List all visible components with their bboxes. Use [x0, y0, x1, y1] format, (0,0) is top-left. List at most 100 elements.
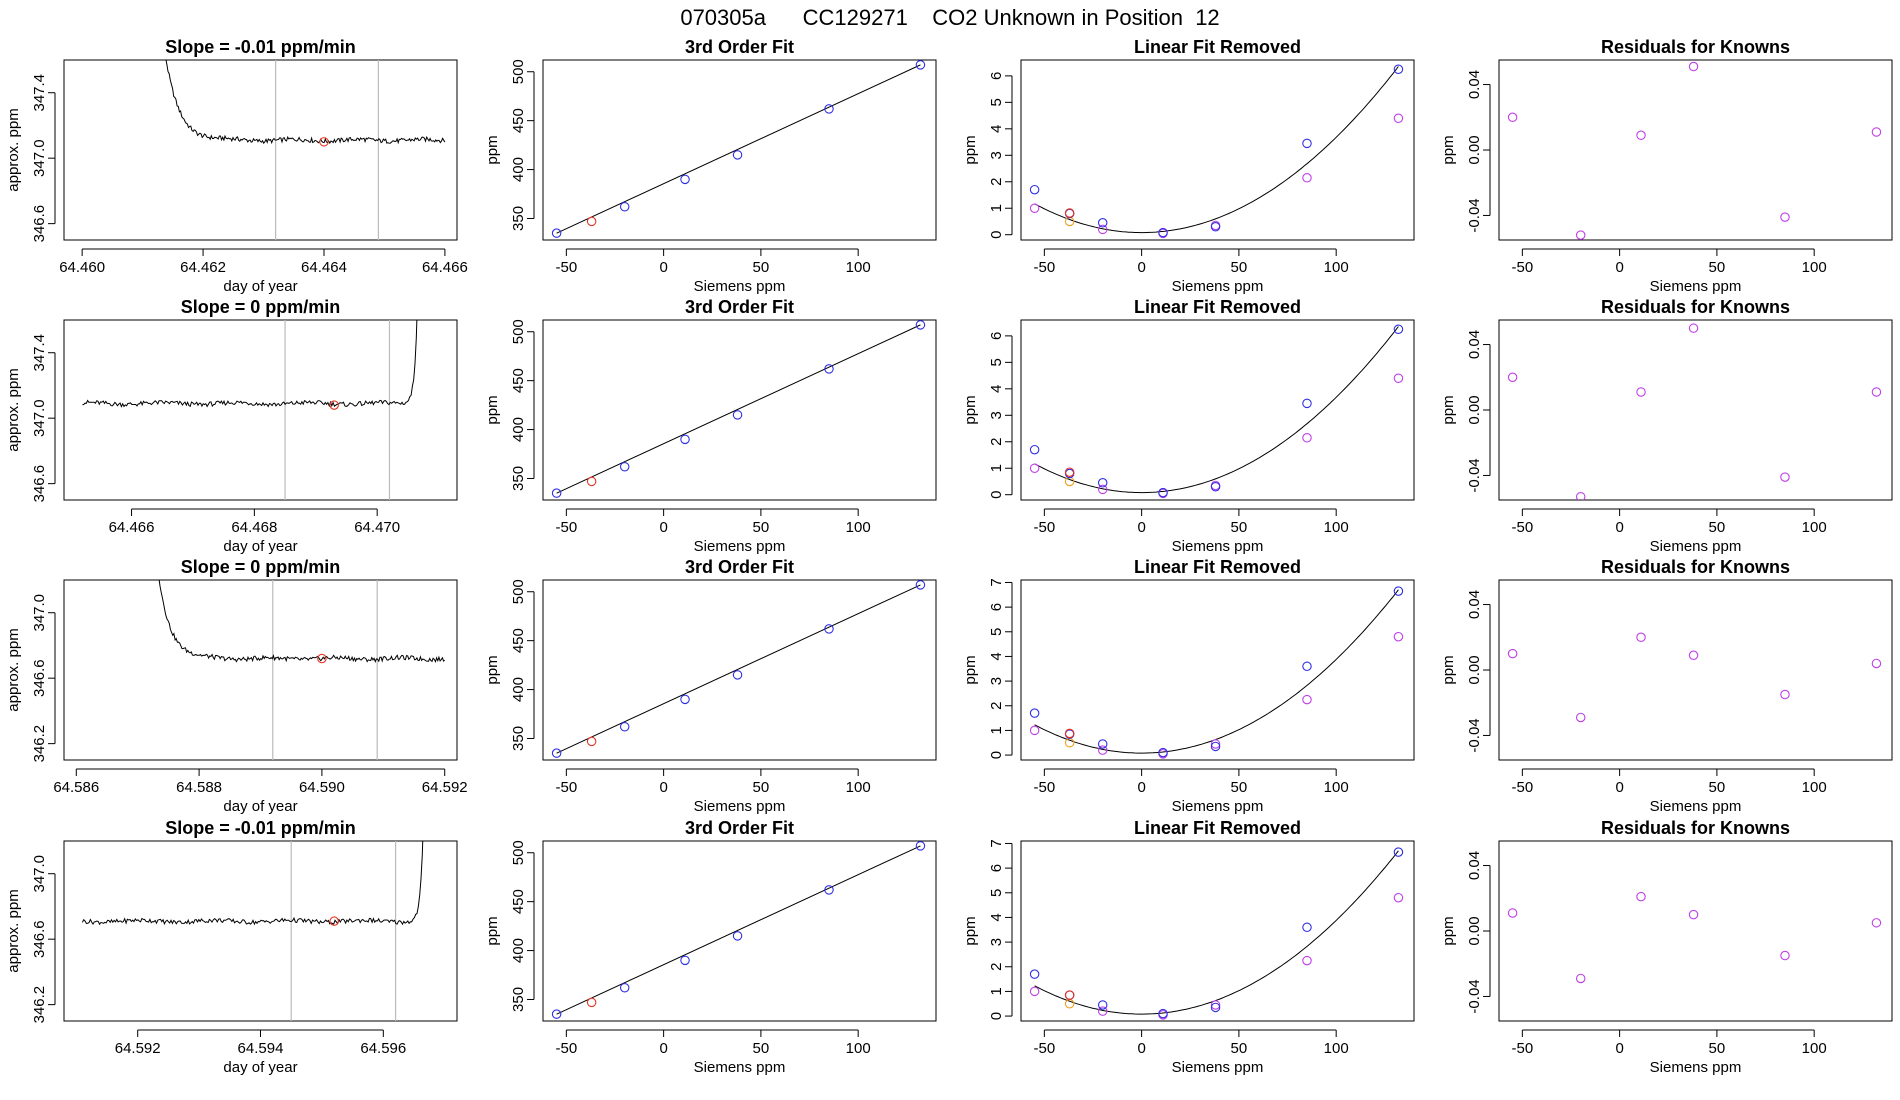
panel-title: Slope = 0 ppm/min — [181, 557, 341, 577]
y-axis-title: ppm — [484, 916, 501, 945]
x-tick-label: -50 — [1034, 1040, 1056, 1057]
x-axis-title: Siemens ppm — [1650, 278, 1742, 295]
x-tick-label: 64.592 — [115, 1040, 161, 1057]
raw-point — [1097, 1006, 1108, 1016]
panel-r3-c3: Residuals for Knowns -50 0 50 100 Siemens ppm… — [1440, 818, 1893, 1076]
y-axis-title: ppm — [1440, 655, 1457, 684]
known-point — [619, 461, 630, 472]
y-axis: 346.2 346.6 347.0 — [31, 594, 56, 762]
y-tick-label: 400 — [510, 157, 527, 182]
raw-point — [1029, 725, 1040, 736]
x-axis: 64.586 64.588 64.590 64.592 — [53, 768, 468, 796]
panel-title: 3rd Order Fit — [685, 297, 794, 317]
y-axis: 0 1 2 3 4 5 6 7 — [988, 839, 1013, 1020]
x-tick-label: 64.586 — [53, 779, 99, 796]
x-axis: -50 0 50 100 — [556, 1029, 871, 1057]
residual-point — [1507, 908, 1518, 918]
x-axis: -50 0 50 100 — [1512, 768, 1827, 796]
x-tick-label: 100 — [1802, 779, 1827, 796]
y-tick-label: 0.00 — [1466, 655, 1483, 684]
y-tick-label: 350 — [510, 466, 527, 491]
panel-r2-c0: Slope = 0 ppm/min 64.586 64.588 64.590 64.59… — [5, 557, 468, 815]
mean-marker — [329, 916, 339, 926]
plot-frame — [63, 840, 458, 1022]
x-axis: -50 0 50 100 — [1034, 508, 1349, 536]
plot-area — [551, 320, 926, 498]
residual-point — [1507, 372, 1518, 383]
y-axis-title: ppm — [1440, 395, 1457, 424]
y-tick-label: 0 — [988, 231, 1005, 239]
unknown-point — [586, 997, 597, 1008]
y-tick-label: 2 — [988, 963, 1005, 971]
y-tick-label: 0.00 — [1466, 395, 1483, 424]
x-axis-title: Siemens ppm — [694, 278, 786, 295]
x-tick-label: 0 — [1615, 779, 1623, 796]
plot-frame — [1498, 840, 1893, 1022]
panel-r0-c2: Linear Fit Removed -50 0 50 100 Siemens ppm 0 1… — [962, 37, 1415, 295]
panel-r1-c1: 3rd Order Fit -50 0 50 100 Siemens ppm 350 400 4… — [484, 297, 937, 555]
known-point — [680, 434, 690, 445]
residual-point — [1636, 130, 1646, 141]
known-point — [732, 670, 743, 680]
x-axis: -50 0 50 100 — [1034, 248, 1349, 276]
panel-r3-c2: Linear Fit Removed -50 0 50 100 Siemens ppm 0 1… — [962, 818, 1415, 1076]
y-axis: 346.2 346.6 347.0 — [31, 855, 56, 1023]
panel-title: Residuals for Knowns — [1601, 557, 1790, 577]
fit-curve — [1034, 326, 1399, 494]
y-tick-label: 6 — [988, 603, 1005, 611]
x-axis: -50 0 50 100 — [1512, 248, 1827, 276]
plot-area — [1029, 64, 1404, 239]
x-axis: -50 0 50 100 — [1512, 1029, 1827, 1057]
x-tick-label: 64.594 — [238, 1040, 284, 1057]
fitted-point — [1210, 1002, 1221, 1013]
known-point — [915, 60, 926, 70]
plot-frame — [1020, 59, 1415, 241]
y-tick-label: 4 — [988, 652, 1005, 660]
concentration-trace — [81, 841, 424, 926]
residual-point — [1688, 61, 1699, 72]
y-tick-label: 7 — [988, 578, 1005, 586]
y-tick-label: -0.04 — [1466, 979, 1483, 1013]
residual-point — [1780, 212, 1790, 222]
x-tick-label: 0 — [1615, 259, 1623, 276]
y-tick-label: 400 — [510, 417, 527, 442]
residual-point — [1871, 658, 1882, 669]
y-tick-label: 0.04 — [1466, 330, 1483, 359]
fitted-point — [1393, 586, 1404, 596]
y-tick-label: 450 — [510, 889, 527, 914]
y-tick-label: 350 — [510, 987, 527, 1012]
fitted-point — [1210, 741, 1221, 752]
panel-title: Linear Fit Removed — [1134, 297, 1301, 317]
y-tick-label: 7 — [988, 839, 1005, 847]
residual-point — [1688, 323, 1699, 333]
y-tick-label: 0.04 — [1466, 590, 1483, 619]
known-point — [619, 982, 630, 993]
x-axis: 64.466 64.468 64.470 — [109, 508, 400, 536]
fitted-point — [1393, 64, 1404, 75]
x-axis-title: day of year — [223, 278, 297, 295]
x-tick-label: 100 — [1802, 1040, 1827, 1057]
raw-point — [1029, 986, 1040, 997]
y-tick-label: 2 — [988, 178, 1005, 186]
raw-point — [1302, 694, 1312, 705]
panel-title: Linear Fit Removed — [1134, 557, 1301, 577]
raw-point — [1302, 173, 1312, 183]
fitted-point — [1210, 482, 1221, 492]
panel-title: Residuals for Knowns — [1601, 297, 1790, 317]
y-axis-title: ppm — [962, 395, 979, 424]
panel-title: Residuals for Knowns — [1601, 818, 1790, 838]
y-axis: 0 1 2 3 4 5 6 — [988, 72, 1013, 239]
raw-point — [1302, 955, 1312, 966]
raw-point — [1393, 631, 1404, 642]
panel-title: Slope = -0.01 ppm/min — [165, 818, 356, 838]
reference-point — [1064, 476, 1075, 487]
y-tick-label: 0 — [988, 491, 1005, 499]
residual-point — [1871, 387, 1882, 397]
plot-frame — [1498, 319, 1893, 501]
unknown-point — [1064, 990, 1075, 1000]
known-point — [680, 694, 690, 705]
x-tick-label: -50 — [556, 259, 578, 276]
fit-curve — [1034, 850, 1399, 1015]
mean-marker — [319, 137, 329, 147]
